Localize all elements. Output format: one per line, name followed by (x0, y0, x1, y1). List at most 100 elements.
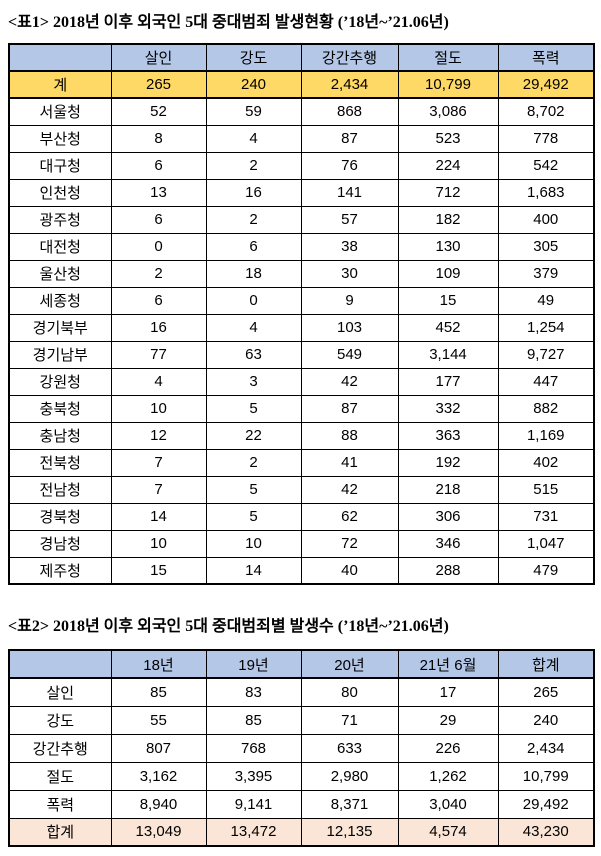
row-label: 광주청 (8, 205, 112, 234)
table2-data-row: 살인 85 83 80 17 265 (8, 677, 595, 707)
value-cell: 14 (205, 556, 302, 585)
value-cell: 7 (110, 475, 207, 504)
value-cell: 542 (497, 151, 595, 180)
value-cell: 5 (205, 394, 302, 423)
header-cell-empty (8, 649, 112, 679)
row-label: 경북청 (8, 502, 112, 531)
table1-data-row: 세종청 6 0 9 15 49 (8, 286, 595, 315)
value-cell: 6 (205, 232, 302, 261)
table1-data-row: 대구청 6 2 76 224 542 (8, 151, 595, 180)
header-cell-year-2020: 20년 (300, 649, 399, 679)
value-cell: 363 (397, 421, 499, 450)
value-cell: 4 (205, 124, 302, 153)
value-cell: 41 (300, 448, 399, 477)
table2-body: 살인 85 83 80 17 265 강도 55 85 71 29 240 강간추행 807 768 633 2… (8, 677, 595, 847)
value-cell: 72 (300, 529, 399, 558)
value-cell: 87 (300, 124, 399, 153)
value-cell: 402 (497, 448, 595, 477)
table2-total-row: 합계 13,049 13,472 12,135 4,574 43,230 (8, 817, 595, 847)
row-label: 충남청 (8, 421, 112, 450)
value-cell: 76 (300, 151, 399, 180)
value-cell: 3,040 (397, 789, 499, 819)
value-cell: 633 (300, 733, 399, 763)
value-cell: 731 (497, 502, 595, 531)
row-label: 전북청 (8, 448, 112, 477)
value-cell: 8,371 (300, 789, 399, 819)
table1-data-row: 전북청 7 2 41 192 402 (8, 448, 595, 477)
value-cell: 29 (397, 705, 499, 735)
value-cell: 8 (110, 124, 207, 153)
table1-data-row: 부산청 8 4 87 523 778 (8, 124, 595, 153)
value-cell: 10 (205, 529, 302, 558)
value-cell: 400 (497, 205, 595, 234)
value-cell: 452 (397, 313, 499, 342)
value-cell: 88 (300, 421, 399, 450)
value-cell: 3,086 (397, 97, 499, 126)
value-cell: 1,262 (397, 761, 499, 791)
value-cell: 4,574 (397, 817, 499, 847)
value-cell: 224 (397, 151, 499, 180)
value-cell: 38 (300, 232, 399, 261)
value-cell: 141 (300, 178, 399, 207)
table1-data-row: 경북청 14 5 62 306 731 (8, 502, 595, 531)
value-cell: 13 (110, 178, 207, 207)
row-label: 대전청 (8, 232, 112, 261)
row-label: 강원청 (8, 367, 112, 396)
header-cell-murder: 살인 (110, 43, 207, 72)
row-label: 세종청 (8, 286, 112, 315)
header-cell-empty (8, 43, 112, 72)
table2-data-row: 강도 55 85 71 29 240 (8, 705, 595, 735)
table1-data-row: 충남청 12 22 88 363 1,169 (8, 421, 595, 450)
value-cell: 768 (205, 733, 302, 763)
value-cell: 1,047 (497, 529, 595, 558)
row-label: 대구청 (8, 151, 112, 180)
value-cell: 332 (397, 394, 499, 423)
value-cell: 40 (300, 556, 399, 585)
table2-data-row: 강간추행 807 768 633 226 2,434 (8, 733, 595, 763)
value-cell: 103 (300, 313, 399, 342)
value-cell: 57 (300, 205, 399, 234)
value-cell: 130 (397, 232, 499, 261)
value-cell: 346 (397, 529, 499, 558)
value-cell: 52 (110, 97, 207, 126)
value-cell: 218 (397, 475, 499, 504)
value-cell: 0 (110, 232, 207, 261)
table1-data-row: 경기남부 77 63 549 3,144 9,727 (8, 340, 595, 369)
value-cell: 1,683 (497, 178, 595, 207)
value-cell: 13,049 (110, 817, 207, 847)
value-cell: 15 (110, 556, 207, 585)
value-cell: 3,162 (110, 761, 207, 791)
value-cell: 55 (110, 705, 207, 735)
value-cell: 59 (205, 97, 302, 126)
table1-data-row: 서울청 52 59 868 3,086 8,702 (8, 97, 595, 126)
value-cell: 4 (110, 367, 207, 396)
value-cell: 240 (497, 705, 595, 735)
value-cell: 1,169 (497, 421, 595, 450)
value-cell: 447 (497, 367, 595, 396)
value-cell: 85 (205, 705, 302, 735)
table1-data-row: 경남청 10 10 72 346 1,047 (8, 529, 595, 558)
value-cell: 12 (110, 421, 207, 450)
value-cell: 807 (110, 733, 207, 763)
value-cell: 49 (497, 286, 595, 315)
value-cell: 29,492 (497, 70, 595, 99)
value-cell: 2 (205, 448, 302, 477)
value-cell: 3 (205, 367, 302, 396)
table1-data-row: 제주청 15 14 40 288 479 (8, 556, 595, 585)
value-cell: 12,135 (300, 817, 399, 847)
value-cell: 549 (300, 340, 399, 369)
value-cell: 87 (300, 394, 399, 423)
row-label: 경기북부 (8, 313, 112, 342)
value-cell: 306 (397, 502, 499, 531)
value-cell: 9 (300, 286, 399, 315)
value-cell: 42 (300, 367, 399, 396)
table1-data-row: 울산청 2 18 30 109 379 (8, 259, 595, 288)
value-cell: 2,434 (497, 733, 595, 763)
value-cell: 10,799 (397, 70, 499, 99)
value-cell: 4 (205, 313, 302, 342)
value-cell: 3,395 (205, 761, 302, 791)
value-cell: 868 (300, 97, 399, 126)
value-cell: 16 (110, 313, 207, 342)
value-cell: 10,799 (497, 761, 595, 791)
